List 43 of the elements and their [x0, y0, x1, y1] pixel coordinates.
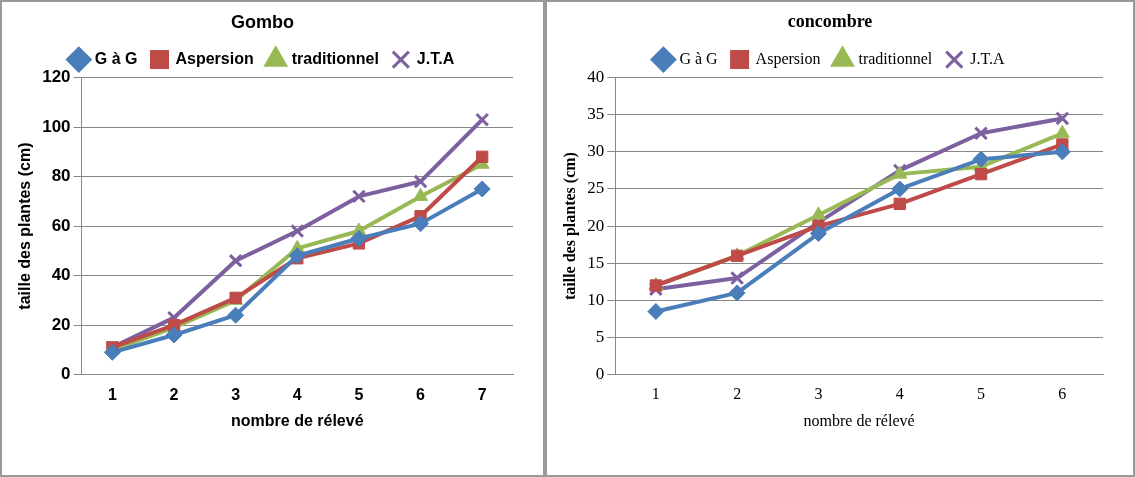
x-axis-title: nombre de rélevé: [803, 411, 915, 429]
legend-label: Aspersion: [755, 49, 821, 68]
x-tick-label: 1: [651, 385, 660, 403]
x-tick-label: 4: [292, 385, 302, 403]
y-tick-label: 25: [587, 178, 605, 198]
y-tick-label: 0: [595, 364, 605, 384]
y-tick-label: 120: [42, 67, 71, 87]
legend-label: J.T.A: [970, 49, 1006, 67]
x-tick-label: 6: [1058, 385, 1067, 403]
legend-label: Aspersion: [175, 50, 254, 68]
y-tick-label: 80: [51, 166, 71, 186]
x-tick-label: 6: [416, 385, 426, 403]
x-axis-title: nombre de rélevé: [231, 411, 364, 429]
chart-title: concombre: [787, 11, 873, 32]
y-tick-label: 60: [51, 215, 71, 235]
y-tick-label: 40: [51, 265, 71, 285]
y-tick-label: 35: [587, 104, 605, 124]
y-tick-label: 0: [61, 364, 71, 384]
x-tick-label: 4: [895, 385, 904, 403]
y-tick-label: 5: [595, 326, 605, 346]
x-tick-label: 3: [231, 385, 241, 403]
y-tick-label: 20: [51, 314, 71, 334]
x-tick-label: 1: [107, 385, 117, 403]
y-axis-title: taille des plantes (cm): [560, 152, 579, 301]
x-tick-label: 5: [354, 385, 364, 403]
x-tick-label: 7: [477, 385, 487, 403]
y-tick-label: 30: [587, 141, 605, 161]
legend-label: G à G: [94, 50, 138, 68]
y-tick-label: 20: [587, 215, 605, 235]
y-tick-label: 100: [42, 116, 71, 136]
y-tick-label: 40: [587, 67, 605, 87]
y-axis-title: taille des plantes (cm): [16, 142, 34, 310]
y-tick-label: 15: [587, 252, 605, 272]
chart-title: Gombo: [231, 11, 294, 32]
legend-label: traditionnel: [858, 49, 933, 67]
legend-label: traditionnel: [291, 50, 379, 68]
x-tick-label: 3: [814, 385, 823, 403]
x-tick-label: 5: [977, 385, 986, 403]
legend-label: G à G: [679, 49, 719, 67]
x-tick-label: 2: [169, 385, 179, 403]
y-tick-label: 10: [587, 289, 605, 309]
legend-label: J.T.A: [416, 50, 455, 68]
x-tick-label: 2: [733, 385, 742, 403]
